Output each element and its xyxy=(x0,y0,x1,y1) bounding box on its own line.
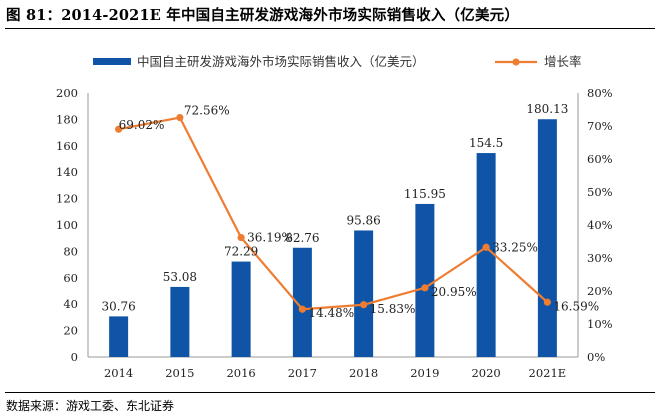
x-tick-label: 2015 xyxy=(165,366,194,380)
legend-line-label: 增长率 xyxy=(544,54,582,69)
growth-point xyxy=(360,301,368,309)
y-right-tick-label: 10% xyxy=(587,317,613,331)
growth-value-label: 72.56% xyxy=(184,104,230,118)
source-rule xyxy=(5,392,655,393)
y-left-tick-label: 120 xyxy=(56,192,78,206)
x-tick-label: 2017 xyxy=(288,366,317,380)
bar-value-label: 53.08 xyxy=(163,270,197,284)
growth-value-label: 69.02% xyxy=(119,118,165,132)
bar xyxy=(292,247,312,357)
x-tick-label: 2019 xyxy=(410,366,439,380)
x-tick-label: 2021E xyxy=(529,366,567,380)
y-right-tick-label: 40% xyxy=(587,218,613,232)
source-note: 数据来源：游戏工委、东北证券 xyxy=(6,399,175,413)
bar xyxy=(170,286,190,357)
growth-line xyxy=(118,116,549,311)
growth-value-label: 14.48% xyxy=(308,306,354,320)
y-left-tick-label: 180 xyxy=(56,112,78,126)
x-tick-label: 2016 xyxy=(226,366,255,380)
growth-value-label: 36.19% xyxy=(247,231,293,245)
chart-title: 图 81：2014-2021E 年中国自主研发游戏海外市场实际销售收入（亿美元） xyxy=(6,7,520,24)
y-left-tick-label: 80 xyxy=(63,244,78,258)
y-left-tick-label: 200 xyxy=(56,86,78,100)
y-right-tick-label: 50% xyxy=(587,185,613,199)
growth-point xyxy=(237,233,245,242)
y-left-tick-label: 160 xyxy=(56,139,78,153)
legend-bar-swatch xyxy=(93,58,131,65)
y-right-tick-label: 30% xyxy=(587,251,613,265)
bar xyxy=(537,119,557,358)
growth-value-label: 15.83% xyxy=(370,302,416,316)
y-left-tick-label: 140 xyxy=(56,165,78,179)
legend-bar-label: 中国自主研发游戏海外市场实际销售收入（亿美元） xyxy=(137,54,425,69)
growth-point xyxy=(482,243,490,251)
y-right-tick-label: 0% xyxy=(587,350,605,364)
bar xyxy=(415,203,435,357)
growth-value-label: 33.25% xyxy=(492,240,538,254)
y-right-tick-label: 20% xyxy=(587,284,613,298)
growth-value-label: 16.59% xyxy=(553,299,599,313)
growth-point xyxy=(421,284,429,292)
bar xyxy=(231,261,251,357)
y-left-tick-label: 60 xyxy=(63,271,78,285)
legend-line-marker xyxy=(512,58,520,66)
bar-value-label: 72.29 xyxy=(224,245,258,259)
growth-point xyxy=(115,125,123,133)
bar xyxy=(109,316,129,357)
bar-value-label: 95.86 xyxy=(346,213,380,227)
growth-point xyxy=(298,305,306,313)
bar xyxy=(476,153,496,357)
bar-value-label: 180.13 xyxy=(526,102,568,116)
bar-value-label: 154.5 xyxy=(469,136,503,150)
growth-point xyxy=(176,113,184,122)
y-left-tick-label: 100 xyxy=(56,218,78,232)
x-tick-label: 2014 xyxy=(104,366,133,380)
bar-value-label: 30.76 xyxy=(101,299,135,313)
y-left-tick-label: 40 xyxy=(63,297,78,311)
x-tick-label: 2018 xyxy=(349,366,378,380)
y-right-tick-label: 80% xyxy=(587,86,613,100)
bar-value-label: 82.76 xyxy=(285,231,319,245)
bar-value-label: 115.95 xyxy=(404,187,446,201)
growth-point xyxy=(543,298,551,306)
y-right-tick-label: 70% xyxy=(587,119,613,133)
y-right-tick-label: 60% xyxy=(587,152,613,166)
y-left-tick-label: 20 xyxy=(63,324,78,338)
bar xyxy=(354,230,374,357)
title-rule xyxy=(5,28,655,29)
y-left-tick-label: 0 xyxy=(71,350,78,364)
x-tick-label: 2020 xyxy=(471,366,500,380)
growth-value-label: 20.95% xyxy=(431,285,477,299)
